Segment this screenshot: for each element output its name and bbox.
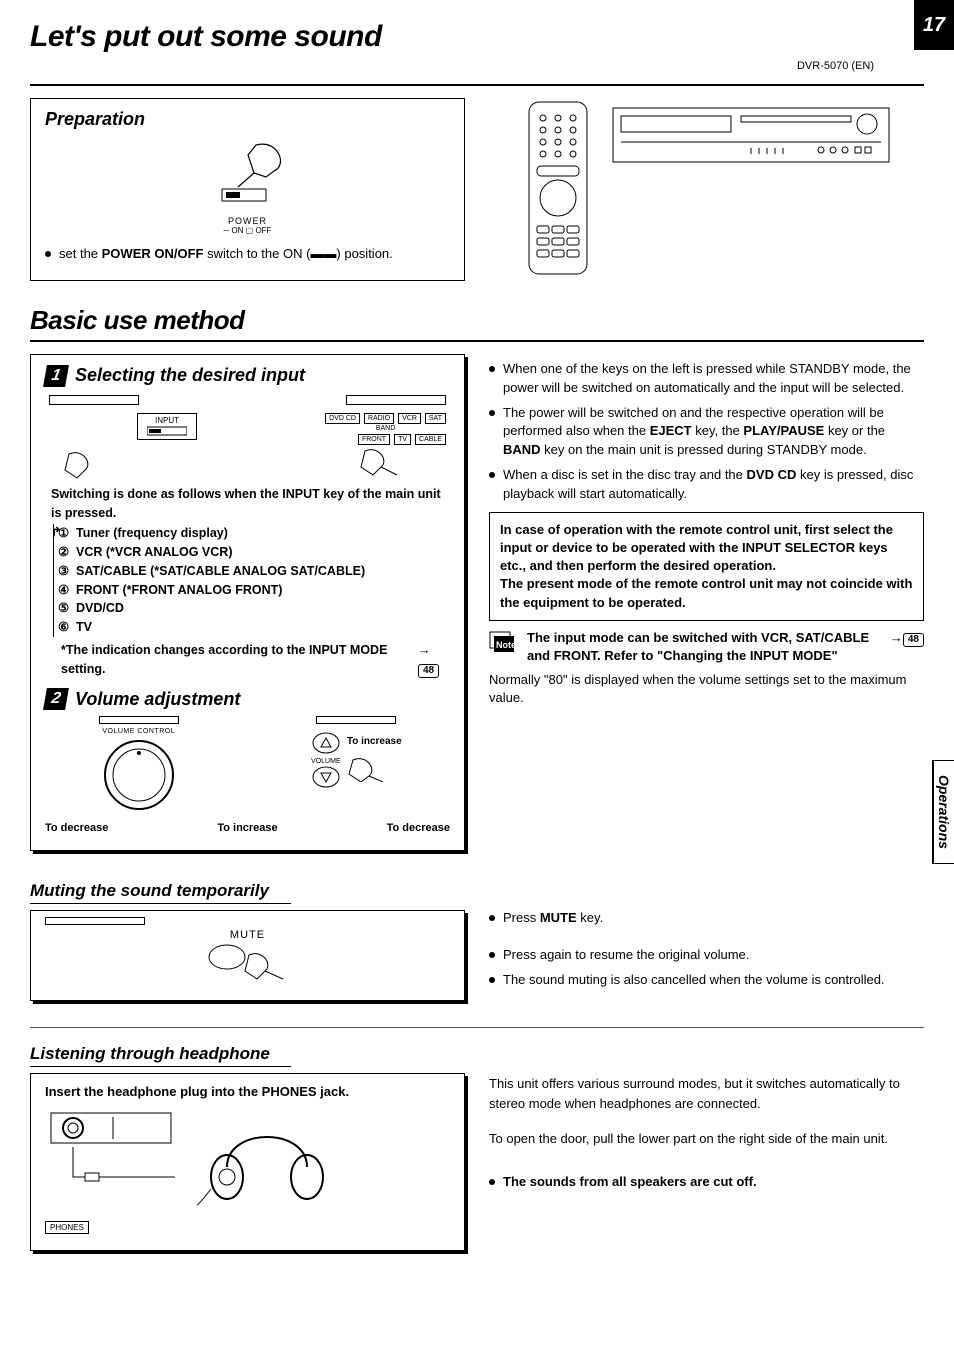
- headphone-note-1: This unit offers various surround modes,…: [489, 1074, 924, 1113]
- input-btn-cable: CABLE: [415, 434, 446, 445]
- input-label: INPUT: [137, 413, 197, 440]
- input-btn-sat: SAT: [425, 413, 446, 424]
- bullet-icon: [489, 410, 495, 416]
- muting-title: Muting the sound temporarily: [30, 881, 291, 904]
- decrease-label: To decrease: [387, 822, 450, 834]
- increase-label: To increase: [217, 822, 277, 834]
- mute-instruction-3: The sound muting is also cancelled when …: [503, 971, 885, 990]
- hand-icon: [347, 756, 387, 782]
- title-rule: [30, 84, 924, 86]
- page-ref: 48: [903, 633, 924, 647]
- mute-instruction-1: Press MUTE key.: [503, 909, 603, 928]
- svg-text:Note: Note: [496, 640, 516, 650]
- preparation-box: Preparation POWER ─ ON ▢ OFF set the POW…: [30, 98, 465, 281]
- standby-note-3: When a disc is set in the disc tray and …: [503, 466, 924, 504]
- headphone-icon: [197, 1107, 337, 1217]
- mute-button-icon: [203, 941, 293, 987]
- volume-80-note: Normally "80" is displayed when the volu…: [489, 671, 924, 707]
- switch-item: DVD/CD: [58, 599, 450, 618]
- divider: [30, 1027, 924, 1028]
- input-btn-radio: RADIO: [364, 413, 394, 424]
- device-illustration: [489, 98, 924, 278]
- mute-instruction-2: Press again to resume the original volum…: [503, 946, 749, 965]
- input-btn-dvdcd: DVD CD: [325, 413, 360, 424]
- power-switch-illustration: [45, 136, 450, 216]
- input-btn-tv: TV: [394, 434, 411, 445]
- volume-down-icon: [311, 765, 341, 789]
- switch-item: TV: [58, 618, 450, 637]
- mute-label: MUTE: [45, 929, 450, 941]
- speakers-cut-off-note: The sounds from all speakers are cut off…: [503, 1173, 757, 1192]
- bullet-icon: [489, 366, 495, 372]
- volume-label: VOLUME: [311, 758, 341, 765]
- side-tab-operations: Operations: [932, 760, 954, 864]
- bullet-icon: [489, 952, 495, 958]
- headphone-instruction: Insert the headphone plug into the PHONE…: [45, 1084, 450, 1099]
- hand-icon: [59, 448, 119, 482]
- volume-knob-icon: [99, 735, 179, 815]
- switch-item: SAT/CABLE (*SAT/CABLE ANALOG SAT/CABLE): [58, 562, 450, 581]
- bullet-icon: [489, 977, 495, 983]
- input-mode-footnote: *The indication changes according to the…: [61, 641, 418, 679]
- switch-item: Tuner (frequency display): [58, 524, 450, 543]
- headphone-note-2: To open the door, pull the lower part on…: [489, 1129, 924, 1149]
- bullet-icon: [45, 251, 51, 257]
- remote-icon: [523, 98, 593, 278]
- bullet-icon: [489, 1179, 495, 1185]
- headphone-box: Insert the headphone plug into the PHONE…: [30, 1073, 465, 1251]
- band-label: BAND: [325, 425, 446, 432]
- switching-instruction: Switching is done as follows when the IN…: [51, 485, 450, 523]
- standby-note-1: When one of the keys on the left is pres…: [503, 360, 924, 398]
- step-1-badge: 1: [43, 365, 69, 387]
- basic-use-box: 1 Selecting the desired input INPUT DVD …: [30, 354, 465, 852]
- input-btn-vcr: VCR: [398, 413, 421, 424]
- power-label: POWER: [45, 216, 450, 226]
- section-rule: [30, 340, 924, 342]
- volume-up-icon: [311, 731, 341, 755]
- phones-label: PHONES: [45, 1221, 89, 1234]
- step-1-title: Selecting the desired input: [75, 365, 305, 386]
- switch-item: VCR (*VCR ANALOG VCR): [58, 543, 450, 562]
- note-icon: Note: [489, 629, 519, 653]
- step-2-badge: 2: [43, 688, 69, 710]
- page-number-tab: 17: [914, 0, 954, 50]
- increase-label: To increase: [347, 728, 402, 756]
- hand-icon: [355, 445, 415, 479]
- step-2-title: Volume adjustment: [75, 689, 240, 710]
- volume-control-label: VOLUME CONTROL: [45, 728, 233, 735]
- headphone-title: Listening through headphone: [30, 1044, 291, 1067]
- bullet-icon: [489, 472, 495, 478]
- document-id: DVR-5070 (EN): [30, 60, 874, 72]
- preparation-text: set the POWER ON/OFF switch to the ON (▬…: [59, 245, 393, 264]
- preparation-title: Preparation: [45, 109, 450, 130]
- page-title: Let's put out some sound: [30, 20, 382, 54]
- page-ref: 48: [418, 664, 439, 678]
- remote-note-box: In case of operation with the remote con…: [489, 512, 924, 621]
- section-basic-use-title: Basic use method: [30, 305, 924, 336]
- mute-box: MUTE: [30, 910, 465, 1001]
- decrease-label: To decrease: [45, 822, 108, 834]
- switch-item: FRONT (*FRONT ANALOG FRONT): [58, 581, 450, 600]
- main-unit-icon: [611, 98, 891, 178]
- standby-note-2: The power will be switched on and the re…: [503, 404, 924, 461]
- power-sublabel: ─ ON ▢ OFF: [45, 226, 450, 235]
- phones-jack-icon: [45, 1107, 185, 1217]
- input-btn-front: FRONT: [358, 434, 390, 445]
- bullet-icon: [489, 915, 495, 921]
- input-mode-note: The input mode can be switched with VCR,…: [527, 629, 924, 665]
